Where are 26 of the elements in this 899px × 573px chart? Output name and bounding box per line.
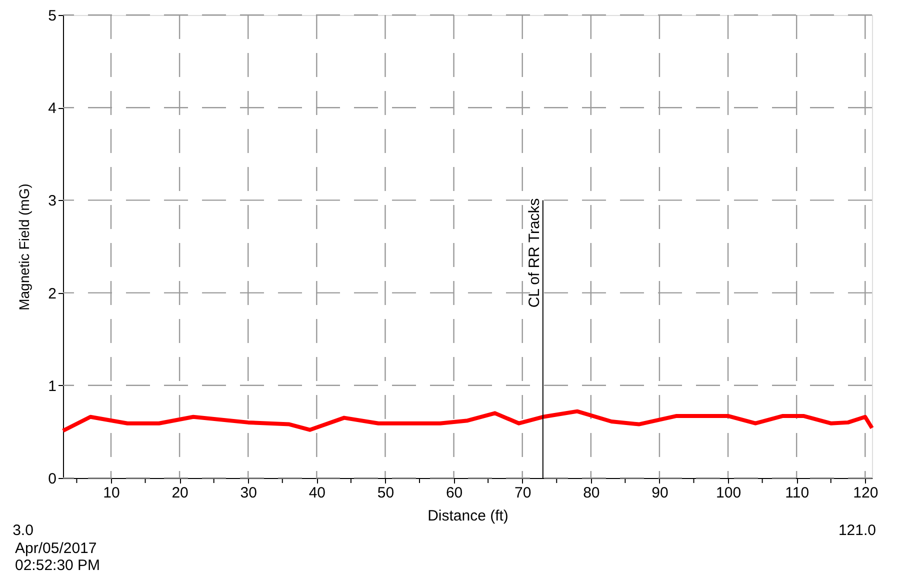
y-tick-label: 1 — [48, 378, 56, 395]
x-tick-label: 50 — [377, 484, 394, 502]
x-tick-label: 10 — [103, 484, 120, 502]
x-tick-label: 120 — [853, 484, 878, 502]
text: 121.0 — [838, 522, 876, 539]
text: 02:52:30 PM — [15, 557, 100, 573]
x-axis-title: Distance (ft) — [428, 508, 508, 524]
y-axis-title: Magnetic Field (mG) — [16, 184, 32, 310]
y-tick-label: 5 — [48, 8, 56, 24]
x-tick-label: 110 — [785, 484, 810, 502]
x-tick-label: 30 — [240, 484, 257, 502]
x-tick-label: 90 — [652, 484, 668, 502]
x-tick-label: 100 — [716, 484, 742, 502]
ref-line-label: CL of RR Tracks — [526, 198, 543, 308]
x-tick-label: 80 — [583, 484, 600, 502]
y-tick-label: 3 — [48, 192, 56, 210]
y-tick-label: 2 — [48, 285, 56, 302]
text: Apr/05/2017 — [15, 540, 97, 557]
y-tick-label: 4 — [48, 100, 56, 118]
text: 3.0 — [12, 522, 34, 539]
x-tick-label: 40 — [308, 484, 326, 502]
x-tick-label: 70 — [514, 484, 532, 502]
line-series — [61, 409, 874, 433]
x-tick-label: 60 — [446, 484, 463, 502]
y-tick-label: 0 — [48, 470, 56, 488]
x-tick-label: 20 — [172, 484, 188, 502]
